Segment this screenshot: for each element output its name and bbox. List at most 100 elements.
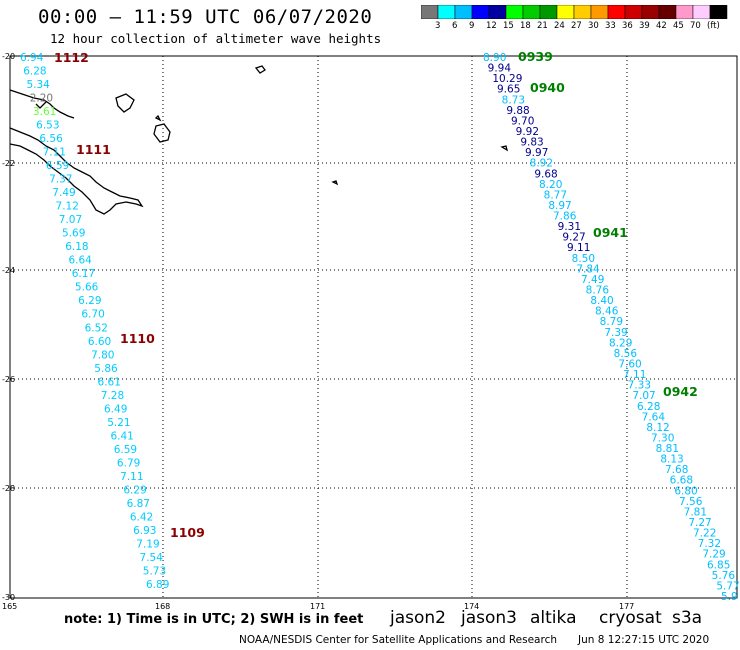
satellite-jason2-label: jason2 (390, 608, 446, 628)
wave-height-value: 8.56 (614, 348, 638, 360)
wave-height-value: 6.61 (98, 376, 121, 388)
wave-height-value: 6.70 (81, 309, 104, 321)
wave-height-value: 9.88 (506, 105, 529, 117)
wave-height-value: 8.73 (502, 94, 525, 106)
wave-height-value: 7.84 (576, 263, 600, 275)
wave-height-value: 7.68 (665, 464, 688, 476)
wave-height-value: 7.07 (632, 390, 655, 402)
wave-height-value: 7.28 (101, 390, 124, 402)
wave-height-value: 9.27 (562, 232, 585, 244)
wave-height-value: 6.59 (46, 160, 69, 172)
legend-label: (ft) (707, 21, 720, 31)
wave-height-value: 6.79 (117, 457, 140, 469)
wave-height-value: 7.11 (120, 471, 143, 483)
wave-height-value: 9.70 (511, 115, 534, 127)
wave-height-value: 6.17 (72, 268, 95, 280)
wave-height-value: 7.11 (623, 369, 646, 381)
wave-height-value: 6.68 (670, 475, 693, 487)
wave-height-value: 6.52 (85, 322, 108, 334)
longitude-label: 174 (464, 602, 479, 611)
small-island-4 (154, 114, 162, 122)
wave-height-value: 6.49 (104, 403, 127, 415)
wave-height-value: 9.11 (567, 242, 590, 254)
wave-height-value: 8.97 (548, 200, 571, 212)
wave-height-value: 7.54 (140, 552, 164, 564)
pass-time-label: 1111 (76, 142, 111, 157)
plot-frame (9, 55, 738, 599)
lifou-island (153, 123, 171, 143)
wave-height-value: 7.49 (581, 274, 604, 286)
legend-label: 42 (656, 21, 667, 31)
footer-note: note: 1) Time is in UTC; 2) SWH is in fe… (64, 612, 364, 627)
wave-height-value: 6.28 (23, 66, 46, 78)
wave-height-value: 7.22 (693, 528, 716, 540)
wave-height-value: 5.66 (75, 282, 99, 294)
wave-height-value: 7.39 (604, 327, 627, 339)
wave-height-value: 8.40 (590, 295, 613, 307)
pass-time-label: 0942 (663, 384, 698, 399)
pass-time-label: 0940 (530, 80, 565, 95)
latitude-label: -28 (2, 484, 15, 493)
wave-height-value: 9.31 (558, 221, 581, 233)
wave-height-value: 7.11 (43, 147, 66, 159)
wave-height-value: 6.18 (65, 241, 88, 253)
wave-height-value: 8.20 (539, 179, 562, 191)
wave-height-value: 6.29 (123, 484, 146, 496)
wave-height-value: 5.34 (26, 79, 50, 91)
wave-height-value: 8.79 (600, 316, 623, 328)
ouvea-island (115, 93, 135, 113)
wave-height-value: 8.77 (544, 189, 567, 201)
legend-label: 30 (588, 21, 599, 31)
generated-timestamp: Jun 8 12:27:15 UTC 2020 (578, 634, 710, 646)
wave-height-value: 6.56 (39, 133, 63, 145)
wave-height-value: 6.29 (78, 295, 101, 307)
wave-height-value: 8.50 (572, 253, 595, 265)
wave-height-value: 7.07 (59, 214, 82, 226)
wave-height-value: 7.27 (688, 517, 711, 529)
east-track-values: 8.909.9410.299.658.739.889.709.929.839.9… (483, 52, 740, 603)
small-island-1 (254, 65, 266, 74)
legend-label: 70 (690, 21, 701, 31)
pass-time-label: 1109 (170, 525, 205, 540)
wave-height-value: 7.29 (702, 549, 725, 561)
wave-height-value: 6.59 (114, 444, 137, 456)
wave-height-value: 8.90 (483, 52, 506, 64)
wave-height-value: 7.30 (651, 432, 674, 444)
wave-height-value: 7.12 (56, 201, 79, 213)
page-title: 00:00 – 11:59 UTC 06/07/2020 (38, 6, 373, 28)
wave-height-value: 7.64 (642, 411, 666, 423)
wave-height-value: 6.85 (707, 559, 730, 571)
longitude-label: 165 (2, 602, 17, 611)
legend-label: 12 (486, 21, 497, 31)
latitude-label: -20 (2, 52, 15, 61)
small-island-3 (500, 145, 509, 152)
credit-text: NOAA/NESDIS Center for Satellite Applica… (239, 634, 557, 646)
wave-height-value: 5.73 (143, 565, 166, 577)
new-caledonia-island (9, 127, 144, 215)
wave-height-value: 6.80 (674, 485, 697, 497)
longitude-label: 168 (155, 602, 170, 611)
legend-label: 21 (537, 21, 548, 31)
satellite-s3a-label: s3a (672, 608, 703, 628)
wave-height-value: 9.94 (488, 63, 512, 75)
legend-label: 24 (554, 21, 565, 31)
legend-label: 39 (639, 21, 650, 31)
small-island-2 (331, 180, 339, 186)
wave-height-value: 7.80 (91, 349, 114, 361)
wave-height-value: 9.68 (534, 168, 557, 180)
legend-label: 45 (673, 21, 684, 31)
page-subtitle: 12 hour collection of altimeter wave hei… (50, 31, 382, 46)
northern-islands (9, 89, 75, 119)
legend-label: 18 (520, 21, 531, 31)
latitude-label: -30 (2, 593, 15, 602)
legend-label: 15 (503, 21, 514, 31)
wave-height-value: 6.64 (68, 255, 92, 267)
pass-time-labels: 1112 1111 1110 1109 0939 0940 0941 0942 (54, 49, 698, 540)
wave-height-value: 9.97 (525, 147, 548, 159)
satellite-jason3-label: jason3 (461, 608, 517, 628)
wave-height-value: 8.76 (586, 285, 610, 297)
pass-time-label: 1112 (54, 50, 89, 65)
legend-label: 6 (452, 21, 458, 31)
wave-height-value: 6.87 (127, 498, 150, 510)
